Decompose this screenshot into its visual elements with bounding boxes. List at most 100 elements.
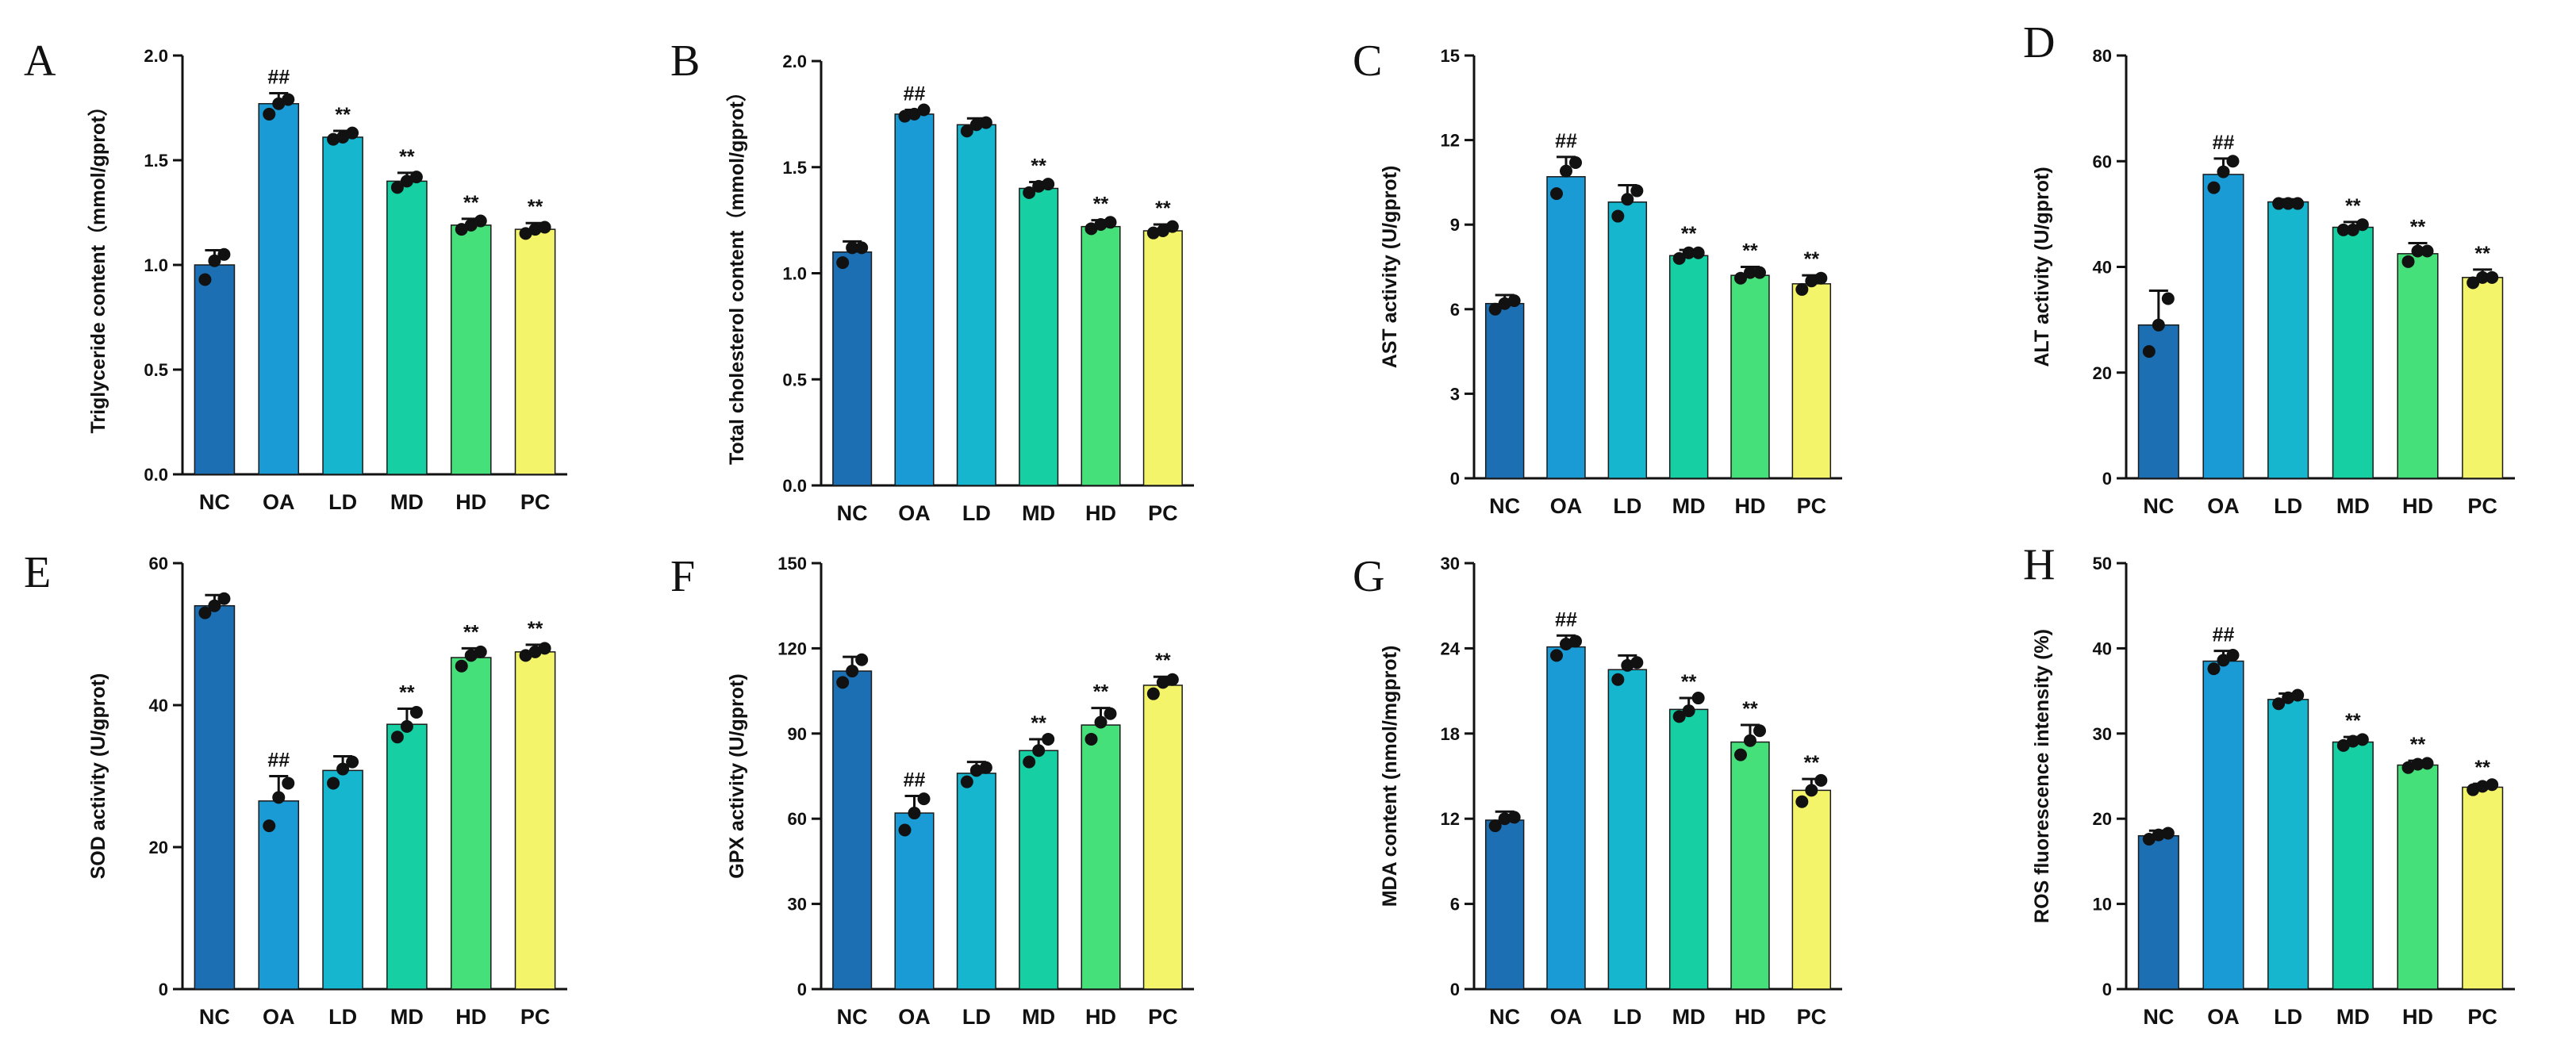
bar-NC xyxy=(832,251,873,486)
significance-label: ** xyxy=(1031,712,1046,734)
significance-label: ** xyxy=(1804,248,1820,270)
data-point xyxy=(1042,732,1055,746)
data-point xyxy=(464,218,478,232)
x-tick-label: MD xyxy=(2336,1005,2370,1029)
significance-label: ** xyxy=(1742,698,1758,720)
bar-OA xyxy=(1546,176,1586,479)
data-point xyxy=(2486,270,2499,284)
x-tick-label: MD xyxy=(2336,494,2370,518)
bar-LD xyxy=(2267,699,2309,990)
data-point xyxy=(455,659,468,673)
data-point xyxy=(198,606,212,619)
data-point xyxy=(1682,246,1695,259)
data-point xyxy=(1691,246,1705,259)
data-point xyxy=(2421,244,2434,258)
x-tick-label: OA xyxy=(263,1005,295,1029)
data-point xyxy=(898,823,912,837)
y-tick-label: 60 xyxy=(149,554,168,573)
data-point xyxy=(2291,688,2305,702)
bar-HD xyxy=(1730,274,1770,479)
data-point xyxy=(528,223,542,236)
significance-label: ## xyxy=(904,83,926,105)
y-tick-label: 20 xyxy=(2093,363,2112,383)
x-tick-label: LD xyxy=(2274,494,2302,518)
data-point xyxy=(2161,292,2175,305)
significance-label: ** xyxy=(2474,757,2490,779)
x-tick-label: NC xyxy=(837,1005,868,1029)
y-axis-title: Triglyceride content（mmol/gprot） xyxy=(86,96,109,433)
bar-OA xyxy=(2202,660,2244,990)
significance-label: ** xyxy=(2410,734,2426,756)
y-tick-label: 0 xyxy=(1450,980,1460,999)
panel-G: G 0 6 12 18 24 30 MDA content (nmol/mgprot) NC ##… xyxy=(1353,552,1842,1029)
x-tick-label: PC xyxy=(1797,494,1827,518)
data-point xyxy=(2152,318,2165,332)
data-point xyxy=(1569,156,1582,170)
data-point xyxy=(409,171,423,184)
y-tick-label: 0.5 xyxy=(782,370,807,389)
data-point xyxy=(327,777,340,790)
panel-letter: A xyxy=(24,36,56,86)
y-axis-title: Total cholesterol content（mmol/gprot） xyxy=(725,82,748,465)
y-tick-label: 30 xyxy=(1441,554,1460,573)
data-point xyxy=(282,93,295,106)
data-point xyxy=(1146,226,1160,240)
data-point xyxy=(2217,165,2230,178)
bar-OA xyxy=(258,102,300,475)
bar-HD xyxy=(1081,225,1121,486)
data-point xyxy=(2336,738,2350,752)
y-tick-label: 150 xyxy=(777,554,807,573)
panel-H: H 0 10 20 30 40 50 ROS fluorescence intensity (… xyxy=(2023,540,2515,1029)
x-tick-label: HD xyxy=(2402,1005,2433,1029)
data-point xyxy=(1023,186,1036,199)
data-point xyxy=(1085,222,1098,236)
x-tick-label: LD xyxy=(962,501,991,525)
significance-label: ## xyxy=(2213,624,2235,646)
data-point xyxy=(908,107,921,121)
data-point xyxy=(979,761,992,774)
bar-OA xyxy=(258,800,300,990)
data-point xyxy=(1734,748,1747,761)
data-point xyxy=(1672,251,1686,265)
panel-letter: C xyxy=(1353,36,1382,86)
x-tick-label: MD xyxy=(1672,494,1706,518)
bar-NC xyxy=(1484,302,1525,479)
data-point xyxy=(1744,266,1756,279)
panel-letter: E xyxy=(24,548,51,597)
data-point xyxy=(263,819,276,833)
bar-MD xyxy=(2332,226,2374,479)
data-point xyxy=(1621,193,1634,206)
data-point xyxy=(2476,270,2490,284)
data-point xyxy=(2217,654,2230,667)
y-tick-label: 2.0 xyxy=(144,46,168,66)
data-point xyxy=(1032,744,1046,757)
data-point xyxy=(1488,302,1502,316)
data-point xyxy=(336,130,350,144)
significance-label: ** xyxy=(1681,671,1697,693)
data-point xyxy=(1691,692,1705,705)
y-tick-label: 1.0 xyxy=(782,264,807,284)
significance-label: ** xyxy=(2410,217,2426,239)
y-tick-label: 0 xyxy=(159,980,168,999)
bar-LD xyxy=(322,769,363,990)
bar-MD xyxy=(1668,708,1709,990)
data-point xyxy=(836,676,850,689)
x-tick-label: LD xyxy=(1613,494,1641,518)
x-tick-label: LD xyxy=(328,490,357,514)
data-point xyxy=(2411,244,2424,258)
significance-label: ** xyxy=(1031,155,1046,177)
data-point xyxy=(464,649,478,662)
bar-OA xyxy=(1546,646,1586,990)
bar-LD xyxy=(1607,669,1648,990)
x-tick-label: OA xyxy=(1550,494,1583,518)
x-tick-label: NC xyxy=(199,490,230,514)
y-tick-label: 80 xyxy=(2093,46,2112,66)
data-point xyxy=(208,254,221,267)
significance-label: ** xyxy=(1742,240,1758,263)
bar-HD xyxy=(450,224,492,475)
x-tick-label: PC xyxy=(2467,1005,2497,1029)
data-point xyxy=(409,705,423,719)
data-point xyxy=(1630,184,1644,198)
data-point xyxy=(2142,832,2156,846)
